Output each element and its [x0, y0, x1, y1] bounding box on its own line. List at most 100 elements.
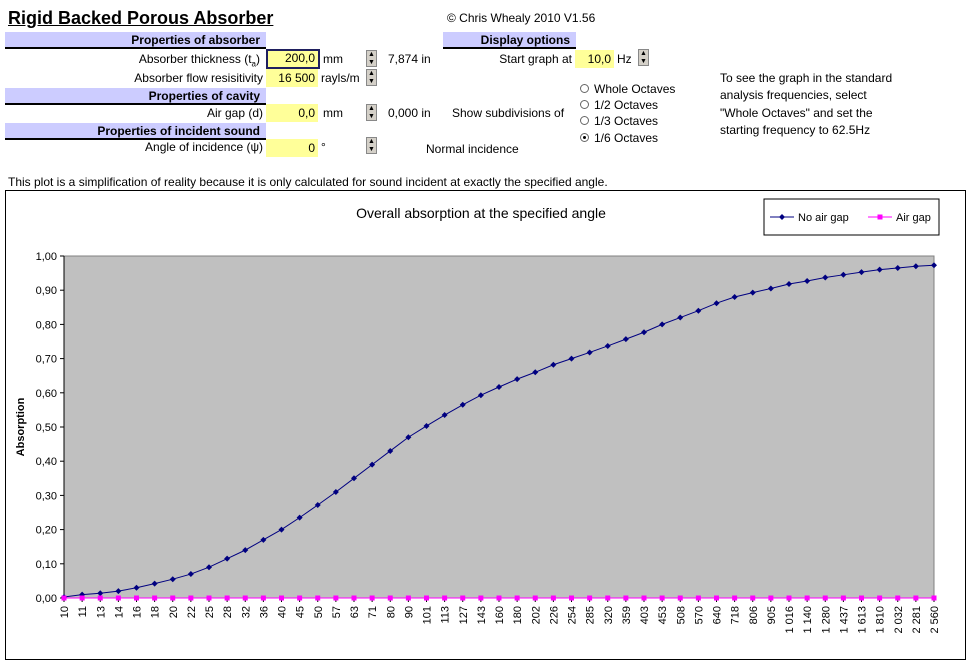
- x-tick-label: 202: [530, 606, 542, 624]
- thickness-unit: mm: [323, 52, 343, 66]
- data-point: [714, 595, 719, 601]
- x-tick-label: 806: [748, 606, 760, 624]
- angle-label: Angle of incidence (ψ): [145, 140, 263, 154]
- data-point: [641, 329, 647, 336]
- y-tick-label: 0,90: [36, 285, 57, 297]
- data-point: [931, 595, 937, 601]
- data-point: [133, 584, 140, 591]
- data-point: [332, 488, 339, 495]
- data-point: [315, 595, 321, 601]
- start-graph-spinner[interactable]: ▲ ▼: [638, 49, 649, 66]
- data-point: [804, 595, 810, 601]
- airgap-label: Air gap (d): [206, 106, 263, 120]
- data-point: [659, 321, 666, 328]
- data-point: [859, 595, 864, 601]
- flow-unit: rayls/m: [321, 71, 360, 85]
- x-tick-label: 45: [295, 606, 307, 618]
- section-absorber-header: Properties of absorber: [5, 32, 266, 49]
- flow-input[interactable]: 16 500: [266, 69, 318, 87]
- data-point: [767, 285, 774, 292]
- y-tick-label: 0,60: [36, 388, 57, 400]
- data-point: [260, 595, 266, 601]
- x-tick-label: 1 016: [784, 606, 796, 634]
- data-point: [623, 595, 629, 601]
- data-point: [278, 526, 285, 533]
- data-point: [314, 501, 321, 508]
- thickness-spinner[interactable]: ▲ ▼: [366, 50, 377, 67]
- data-point: [587, 595, 593, 601]
- data-point: [568, 355, 575, 362]
- data-point: [206, 564, 212, 571]
- data-point: [79, 595, 85, 601]
- radio-label-third-octaves[interactable]: 1/3 Octaves: [594, 114, 659, 128]
- data-point: [586, 349, 593, 356]
- data-point: [405, 595, 411, 601]
- section-display-header: Display options: [443, 32, 576, 49]
- data-point: [423, 422, 430, 429]
- data-point: [641, 595, 647, 601]
- y-tick-label: 1,00: [36, 251, 57, 263]
- x-tick-label: 453: [657, 606, 669, 624]
- data-point: [387, 447, 394, 454]
- data-point: [260, 536, 267, 543]
- data-point: [912, 263, 919, 270]
- data-point: [931, 262, 937, 269]
- y-tick-label: 0,00: [36, 593, 57, 605]
- data-point: [478, 595, 484, 601]
- x-tick-label: 90: [403, 606, 415, 618]
- radio-label-half-octaves[interactable]: 1/2 Octaves: [594, 98, 659, 112]
- data-point: [224, 555, 231, 562]
- thickness-label: Absorber thickness (ta): [138, 52, 260, 69]
- radio-half-octaves[interactable]: [580, 100, 589, 109]
- data-point: [188, 595, 194, 601]
- legend-label: No air gap: [798, 212, 849, 224]
- data-point: [822, 274, 829, 281]
- help-line-4: starting frequency to 62.5Hz: [720, 123, 871, 137]
- start-graph-unit: Hz: [617, 52, 632, 66]
- data-point: [279, 595, 284, 601]
- radio-label-sixth-octaves[interactable]: 1/6 Octaves: [594, 131, 659, 145]
- data-point: [441, 412, 448, 419]
- radio-third-octaves[interactable]: [580, 116, 589, 125]
- data-point: [877, 595, 883, 601]
- legend-marker: [779, 214, 785, 220]
- x-tick-label: 2 560: [929, 606, 941, 634]
- airgap-input[interactable]: 0,0: [266, 104, 318, 122]
- radio-sixth-octaves[interactable]: [580, 133, 589, 142]
- angle-spinner[interactable]: ▲ ▼: [366, 137, 377, 154]
- data-point: [876, 266, 883, 273]
- data-point: [768, 595, 774, 601]
- legend-marker: [877, 214, 883, 220]
- data-point: [514, 376, 521, 383]
- data-point: [242, 547, 249, 554]
- angle-input[interactable]: 0: [266, 139, 318, 157]
- x-tick-label: 905: [766, 606, 778, 624]
- airgap-spinner[interactable]: ▲ ▼: [366, 104, 377, 121]
- data-point: [514, 595, 520, 601]
- data-point: [97, 595, 103, 601]
- thickness-input[interactable]: 200,0: [266, 49, 320, 69]
- section-cavity-header: Properties of cavity: [5, 88, 266, 105]
- data-point: [913, 595, 919, 601]
- x-tick-label: 1 437: [838, 606, 850, 634]
- data-point: [442, 595, 448, 601]
- section-incident-header: Properties of incident sound: [5, 123, 266, 140]
- chart-area: Overall absorption at the specified angl…: [5, 190, 966, 660]
- x-tick-label: 403: [639, 606, 651, 624]
- start-graph-input[interactable]: 10,0: [575, 50, 614, 68]
- simplification-note: This plot is a simplification of reality…: [8, 175, 608, 189]
- copyright-text: © Chris Whealy 2010 V1.56: [447, 11, 596, 25]
- radio-label-whole-octaves[interactable]: Whole Octaves: [594, 82, 676, 96]
- data-point: [333, 595, 339, 601]
- data-point: [786, 595, 792, 601]
- flow-label: Absorber flow resisitivity: [134, 71, 263, 85]
- airgap-unit: mm: [323, 106, 343, 120]
- data-point: [206, 595, 212, 601]
- data-point: [296, 514, 303, 521]
- x-tick-label: 80: [385, 606, 397, 618]
- flow-spinner[interactable]: ▲ ▼: [366, 69, 377, 86]
- data-point: [152, 595, 158, 601]
- data-point: [134, 595, 139, 601]
- radio-whole-octaves[interactable]: [580, 84, 589, 93]
- x-tick-label: 570: [693, 606, 705, 624]
